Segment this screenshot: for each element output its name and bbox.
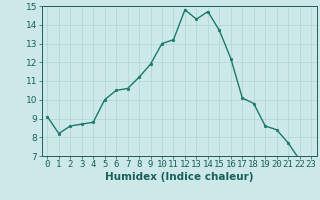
X-axis label: Humidex (Indice chaleur): Humidex (Indice chaleur) xyxy=(105,172,253,182)
